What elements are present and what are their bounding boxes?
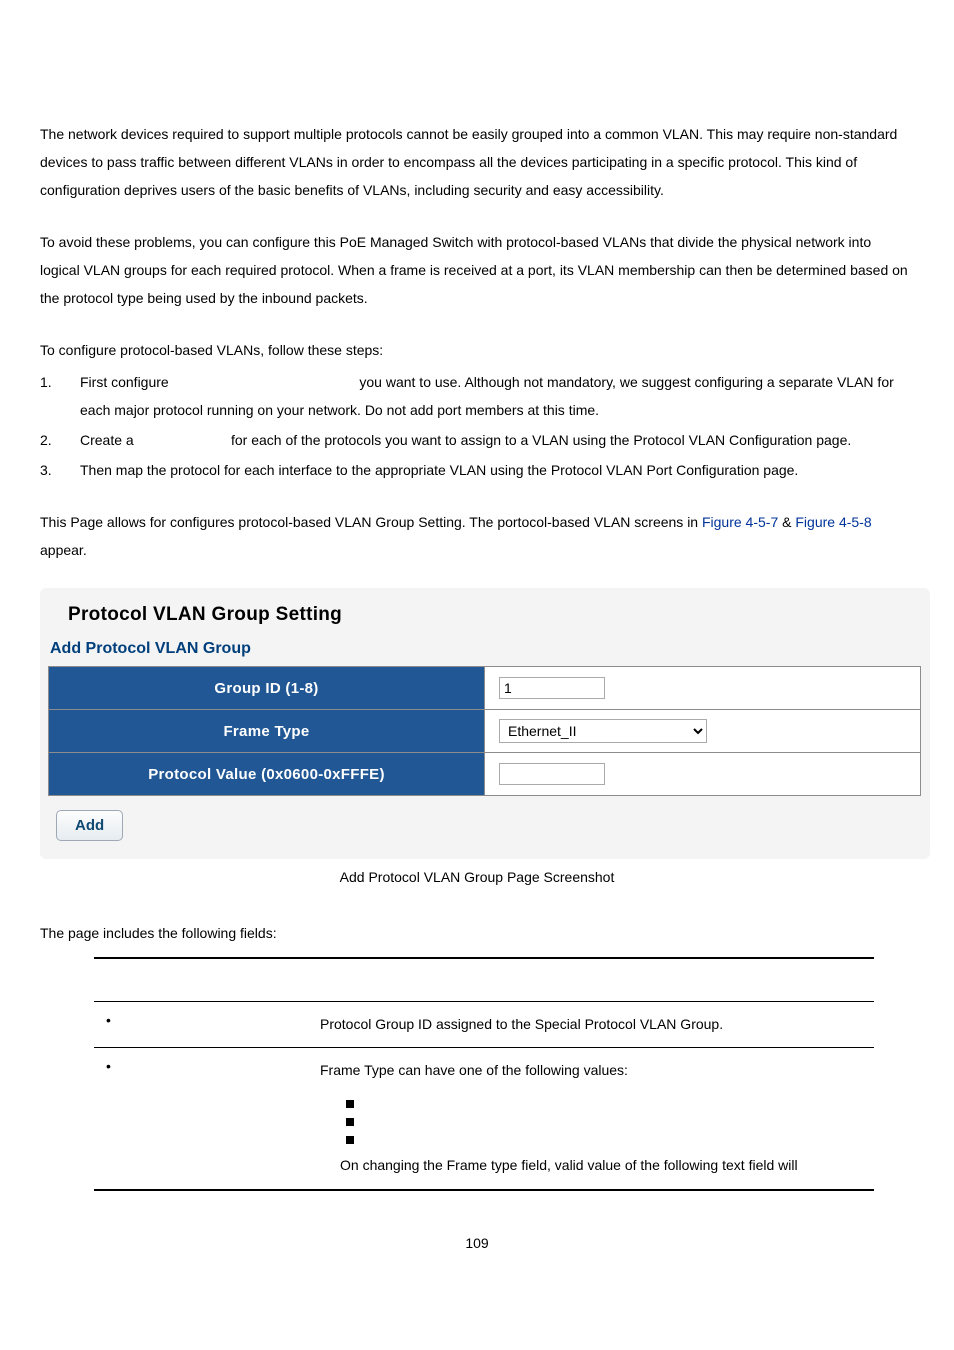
config-panel: Protocol VLAN Group Setting Add Protocol… [40,588,930,859]
step-text: Create a protocol group for each of the … [80,426,914,454]
fields-table: • Protocol Group ID assigned to the Spec… [94,957,874,1191]
group-id-label: Group ID (1-8) [49,667,485,710]
description-cell: Protocol Group ID assigned to the Specia… [308,1002,874,1048]
paragraph-1: The network devices required to support … [40,120,914,204]
steps-list: 1. First configure VLAN groups of the pr… [40,368,914,484]
object-cell: • [94,1048,308,1190]
config-subtitle: Add Protocol VLAN Group [40,640,930,666]
config-table: Group ID (1-8) Frame Type Ethernet_II Pr… [48,666,921,796]
frame-type-values-list [340,1091,862,1145]
protocol-value-label: Protocol Value (0x0600-0xFFFE) [49,753,485,796]
step-text: First configure VLAN groups of the proto… [80,368,914,424]
table-row: Frame Type Ethernet_II [49,710,921,753]
group-id-value-cell [485,667,921,710]
step-number: 3. [40,456,80,484]
table-row: • Protocol Group ID assigned to the Spec… [94,1002,874,1048]
list-item: 2. Create a protocol group for each of t… [40,426,914,454]
protocol-value-cell [485,753,921,796]
list-item: 1. First configure VLAN groups of the pr… [40,368,914,424]
steps-intro: To configure protocol-based VLANs, follo… [40,336,914,364]
table-row: • Frame Type can have one of the followi… [94,1048,874,1190]
object-cell: • [94,1002,308,1048]
list-item [340,1109,862,1127]
page-number: 109 [40,1235,914,1251]
fields-intro: The page includes the following fields: [40,925,914,941]
paragraph-2: To avoid these problems, you can configu… [40,228,914,312]
description-cell: Frame Type can have one of the following… [308,1048,874,1190]
header-description [308,958,874,1002]
frame-type-value-cell: Ethernet_II [485,710,921,753]
frame-type-select[interactable]: Ethernet_II [499,719,707,743]
step-text: Then map the protocol for each interface… [80,456,914,484]
step-number: 1. [40,368,80,424]
protocol-value-input[interactable] [499,763,605,785]
table-row [94,958,874,1002]
figure-link-1[interactable]: Figure 4-5-7 [702,514,778,530]
frame-type-label: Frame Type [49,710,485,753]
list-item [340,1091,862,1109]
figure-link-2[interactable]: Figure 4-5-8 [795,514,871,530]
config-title: Protocol VLAN Group Setting [40,598,930,640]
group-id-input[interactable] [499,677,605,699]
table-row: Group ID (1-8) [49,667,921,710]
figure-caption: Add Protocol VLAN Group Page Screenshot [40,869,914,885]
step-number: 2. [40,426,80,454]
table-row: Protocol Value (0x0600-0xFFFE) [49,753,921,796]
list-item: 3. Then map the protocol for each interf… [40,456,914,484]
list-item [340,1127,862,1145]
add-button[interactable]: Add [56,810,123,841]
map-intro: This Page allows for configures protocol… [40,508,914,564]
header-object [94,958,308,1002]
